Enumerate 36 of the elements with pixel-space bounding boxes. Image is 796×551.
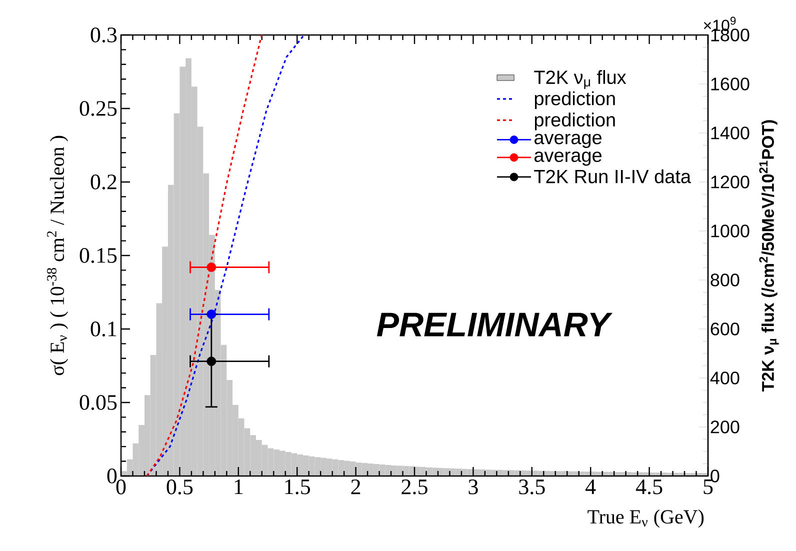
- legend-label: prediction: [534, 91, 615, 110]
- y-tick-label: 0: [107, 468, 117, 484]
- legend-label: T2K Run II-IV data: [534, 169, 692, 184]
- legend-label: prediction: [534, 112, 615, 130]
- y2-tick-label: 1600: [711, 78, 750, 90]
- legend-label: average: [534, 134, 602, 148]
- y-tick-label: 0.1: [90, 322, 116, 336]
- x-tick-label: 3.5: [519, 480, 545, 494]
- y-tick-label: 0.3: [90, 28, 117, 42]
- y2-tick-label: 1400: [711, 126, 750, 140]
- y2-tick-label: 800: [710, 274, 740, 286]
- x-tick-label: 1.5: [285, 480, 310, 494]
- y-tick-label: 0.2: [90, 174, 116, 190]
- y2-tick-label: 400: [710, 372, 740, 384]
- x-tick-label: 5: [704, 480, 713, 494]
- x-axis-title: True E$_{ν}$ (GeV): [588, 510, 704, 528]
- legend-label: average: [534, 152, 602, 166]
- y-tick-label: 0.25: [80, 101, 117, 116]
- y2-tick-label: 600: [710, 322, 740, 336]
- y-tick-label: 0.15: [80, 248, 117, 263]
- x-tick-label: 0.5: [166, 480, 193, 494]
- x-tick-label: 4: [586, 480, 596, 494]
- x-tick-label: 2.5: [402, 480, 428, 494]
- x-tick-label: 4.5: [636, 480, 662, 494]
- y2-tick-label: 200: [710, 420, 740, 434]
- y-tick-label: 0.05: [80, 395, 117, 410]
- x-tick-label: 2: [351, 480, 360, 494]
- x-tick-label: 1: [234, 480, 243, 494]
- y2-tick-label: 1200: [711, 176, 750, 188]
- y2-axis-title: T2K ν$_{μ}$ flux (/cm$^{2}$/50MeV/10$^{21}$POT): [759, 120, 779, 392]
- y2-tick-label: 0: [710, 470, 720, 482]
- y2-tick-label: 1000: [711, 224, 750, 238]
- legend-label: T2K ν$_{μ}$ flux: [534, 70, 626, 89]
- x-tick-label: 3: [468, 480, 478, 494]
- annotation: PRELIMINARY: [376, 312, 613, 336]
- y-axis-title: σ( E$_{ν}$ ) ( 10$^{-38}$ cm$^{2}$ / Nucleon ): [47, 136, 68, 376]
